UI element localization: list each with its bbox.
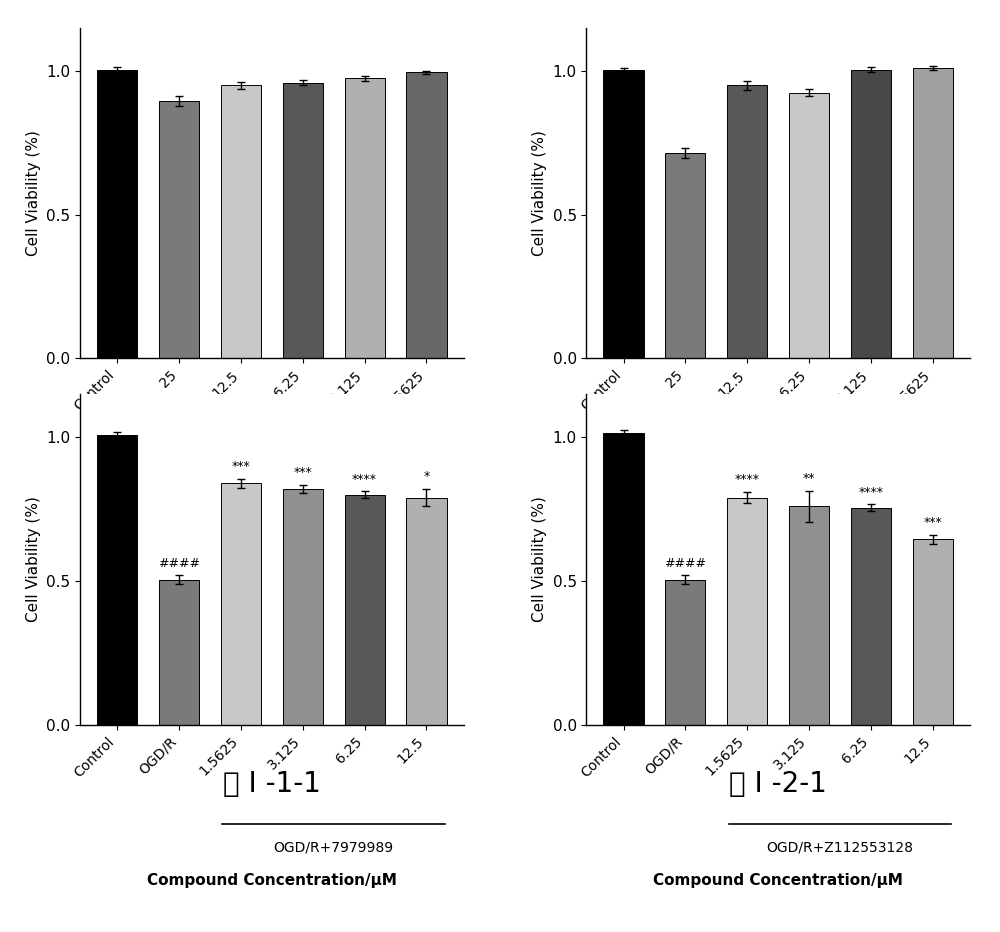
Text: ***: *** bbox=[231, 460, 250, 473]
Y-axis label: Cell Viability (%): Cell Viability (%) bbox=[26, 497, 41, 623]
Bar bbox=[345, 495, 385, 725]
Bar bbox=[913, 68, 953, 358]
Bar bbox=[221, 484, 261, 725]
Text: Compound Concentration/μM: Compound Concentration/μM bbox=[653, 873, 903, 888]
Text: Compound Concentration/μM: Compound Concentration/μM bbox=[147, 873, 397, 888]
Bar bbox=[727, 498, 767, 725]
Bar bbox=[727, 86, 767, 358]
Text: Compound Concentration/μM: Compound Concentration/μM bbox=[653, 507, 903, 522]
Text: *: * bbox=[423, 471, 430, 484]
Bar bbox=[603, 70, 644, 358]
Bar bbox=[159, 580, 199, 725]
Bar bbox=[789, 506, 829, 725]
Text: OGD/R+Z112553128: OGD/R+Z112553128 bbox=[767, 841, 914, 855]
Bar bbox=[851, 70, 891, 358]
Text: OGD/R+7979989: OGD/R+7979989 bbox=[274, 841, 394, 855]
Y-axis label: Cell Viability (%): Cell Viability (%) bbox=[532, 130, 547, 256]
Text: Z112553128: Z112553128 bbox=[765, 474, 854, 488]
Text: 式 Ⅰ -2-1: 式 Ⅰ -2-1 bbox=[729, 771, 827, 799]
Bar bbox=[789, 92, 829, 358]
Text: ***: *** bbox=[924, 516, 942, 529]
Bar bbox=[97, 434, 137, 725]
Bar bbox=[345, 78, 385, 358]
Bar bbox=[913, 540, 953, 725]
Bar bbox=[603, 433, 644, 725]
Bar bbox=[97, 70, 137, 358]
Text: 式 Ⅰ -1-1: 式 Ⅰ -1-1 bbox=[223, 771, 321, 799]
Bar bbox=[665, 153, 705, 358]
Bar bbox=[406, 498, 447, 725]
Text: ***: *** bbox=[293, 466, 312, 479]
Bar bbox=[159, 102, 199, 358]
Bar bbox=[406, 73, 447, 358]
Text: Compound Concentration/μM: Compound Concentration/μM bbox=[147, 507, 397, 522]
Text: ####: #### bbox=[664, 556, 706, 569]
Bar bbox=[221, 86, 261, 358]
Text: ****: **** bbox=[735, 473, 760, 487]
Bar bbox=[851, 508, 891, 725]
Y-axis label: Cell Viability (%): Cell Viability (%) bbox=[26, 130, 41, 256]
Bar bbox=[283, 83, 323, 358]
Y-axis label: Cell Viability (%): Cell Viability (%) bbox=[532, 497, 547, 623]
Bar bbox=[665, 580, 705, 725]
Text: ****: **** bbox=[352, 473, 377, 486]
Bar bbox=[283, 489, 323, 725]
Text: ####: #### bbox=[158, 556, 200, 569]
Text: 7979989: 7979989 bbox=[272, 474, 334, 488]
Text: ****: **** bbox=[859, 486, 884, 499]
Text: **: ** bbox=[803, 472, 815, 485]
